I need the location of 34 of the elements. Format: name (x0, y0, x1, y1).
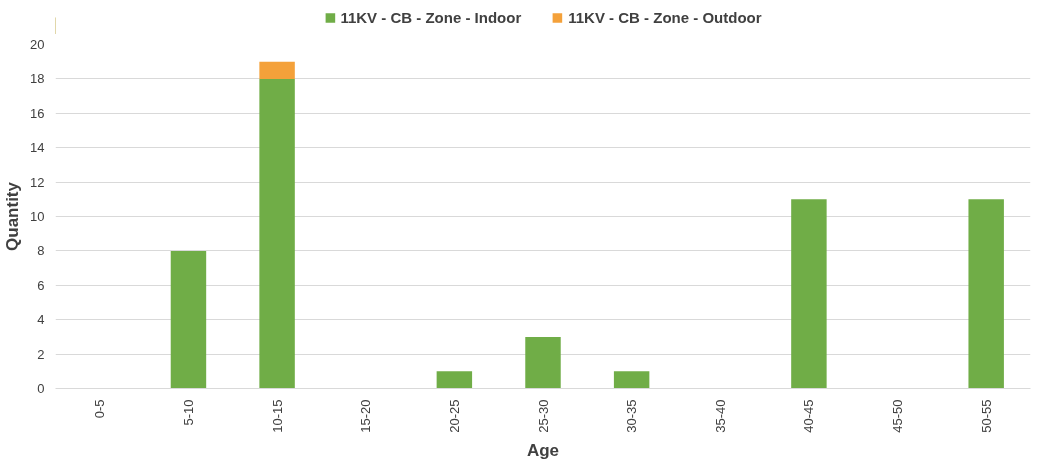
bar (170, 250, 207, 389)
bar (968, 199, 1004, 389)
x-tick-label: 5-10 (180, 399, 196, 426)
y-tick-label: 2 (37, 346, 45, 362)
y-tick-label: 16 (30, 105, 45, 121)
legend-label: 11KV - CB - Zone - Outdoor (568, 8, 762, 26)
y-axis-title: Quantity (3, 181, 23, 251)
bar (436, 371, 473, 389)
y-tick-label: 10 (30, 209, 45, 224)
y-tick-label: 6 (37, 277, 45, 293)
x-tick-label: 10-15 (269, 399, 285, 433)
x-tick-label: 50-55 (978, 399, 994, 433)
y-tick-label: 14 (30, 140, 45, 156)
y-tick-label: 12 (30, 174, 45, 190)
bar (791, 199, 827, 389)
bar (259, 61, 295, 79)
bar (525, 336, 561, 389)
x-tick-label: 25-30 (535, 399, 551, 433)
x-tick-label: 15-20 (358, 399, 374, 433)
x-tick-label: 20-25 (446, 399, 462, 433)
y-tick-label: 20 (30, 37, 45, 52)
x-tick-label: 30-35 (624, 399, 640, 433)
legend-label: 11KV - CB - Zone - Indoor (340, 8, 522, 26)
y-tick-label: 8 (37, 243, 45, 259)
x-tick-label: 0-5 (92, 399, 108, 419)
x-tick-label: 40-45 (801, 399, 817, 433)
x-tick-label: 45-50 (890, 399, 906, 433)
y-tick-label: 18 (30, 71, 45, 87)
bar (259, 78, 295, 389)
x-axis-title: Age (526, 440, 560, 460)
y-tick-label: 4 (37, 312, 45, 328)
y-tick-label: 0 (37, 381, 45, 396)
bar (613, 371, 650, 389)
x-tick-label: 35-40 (712, 399, 728, 433)
